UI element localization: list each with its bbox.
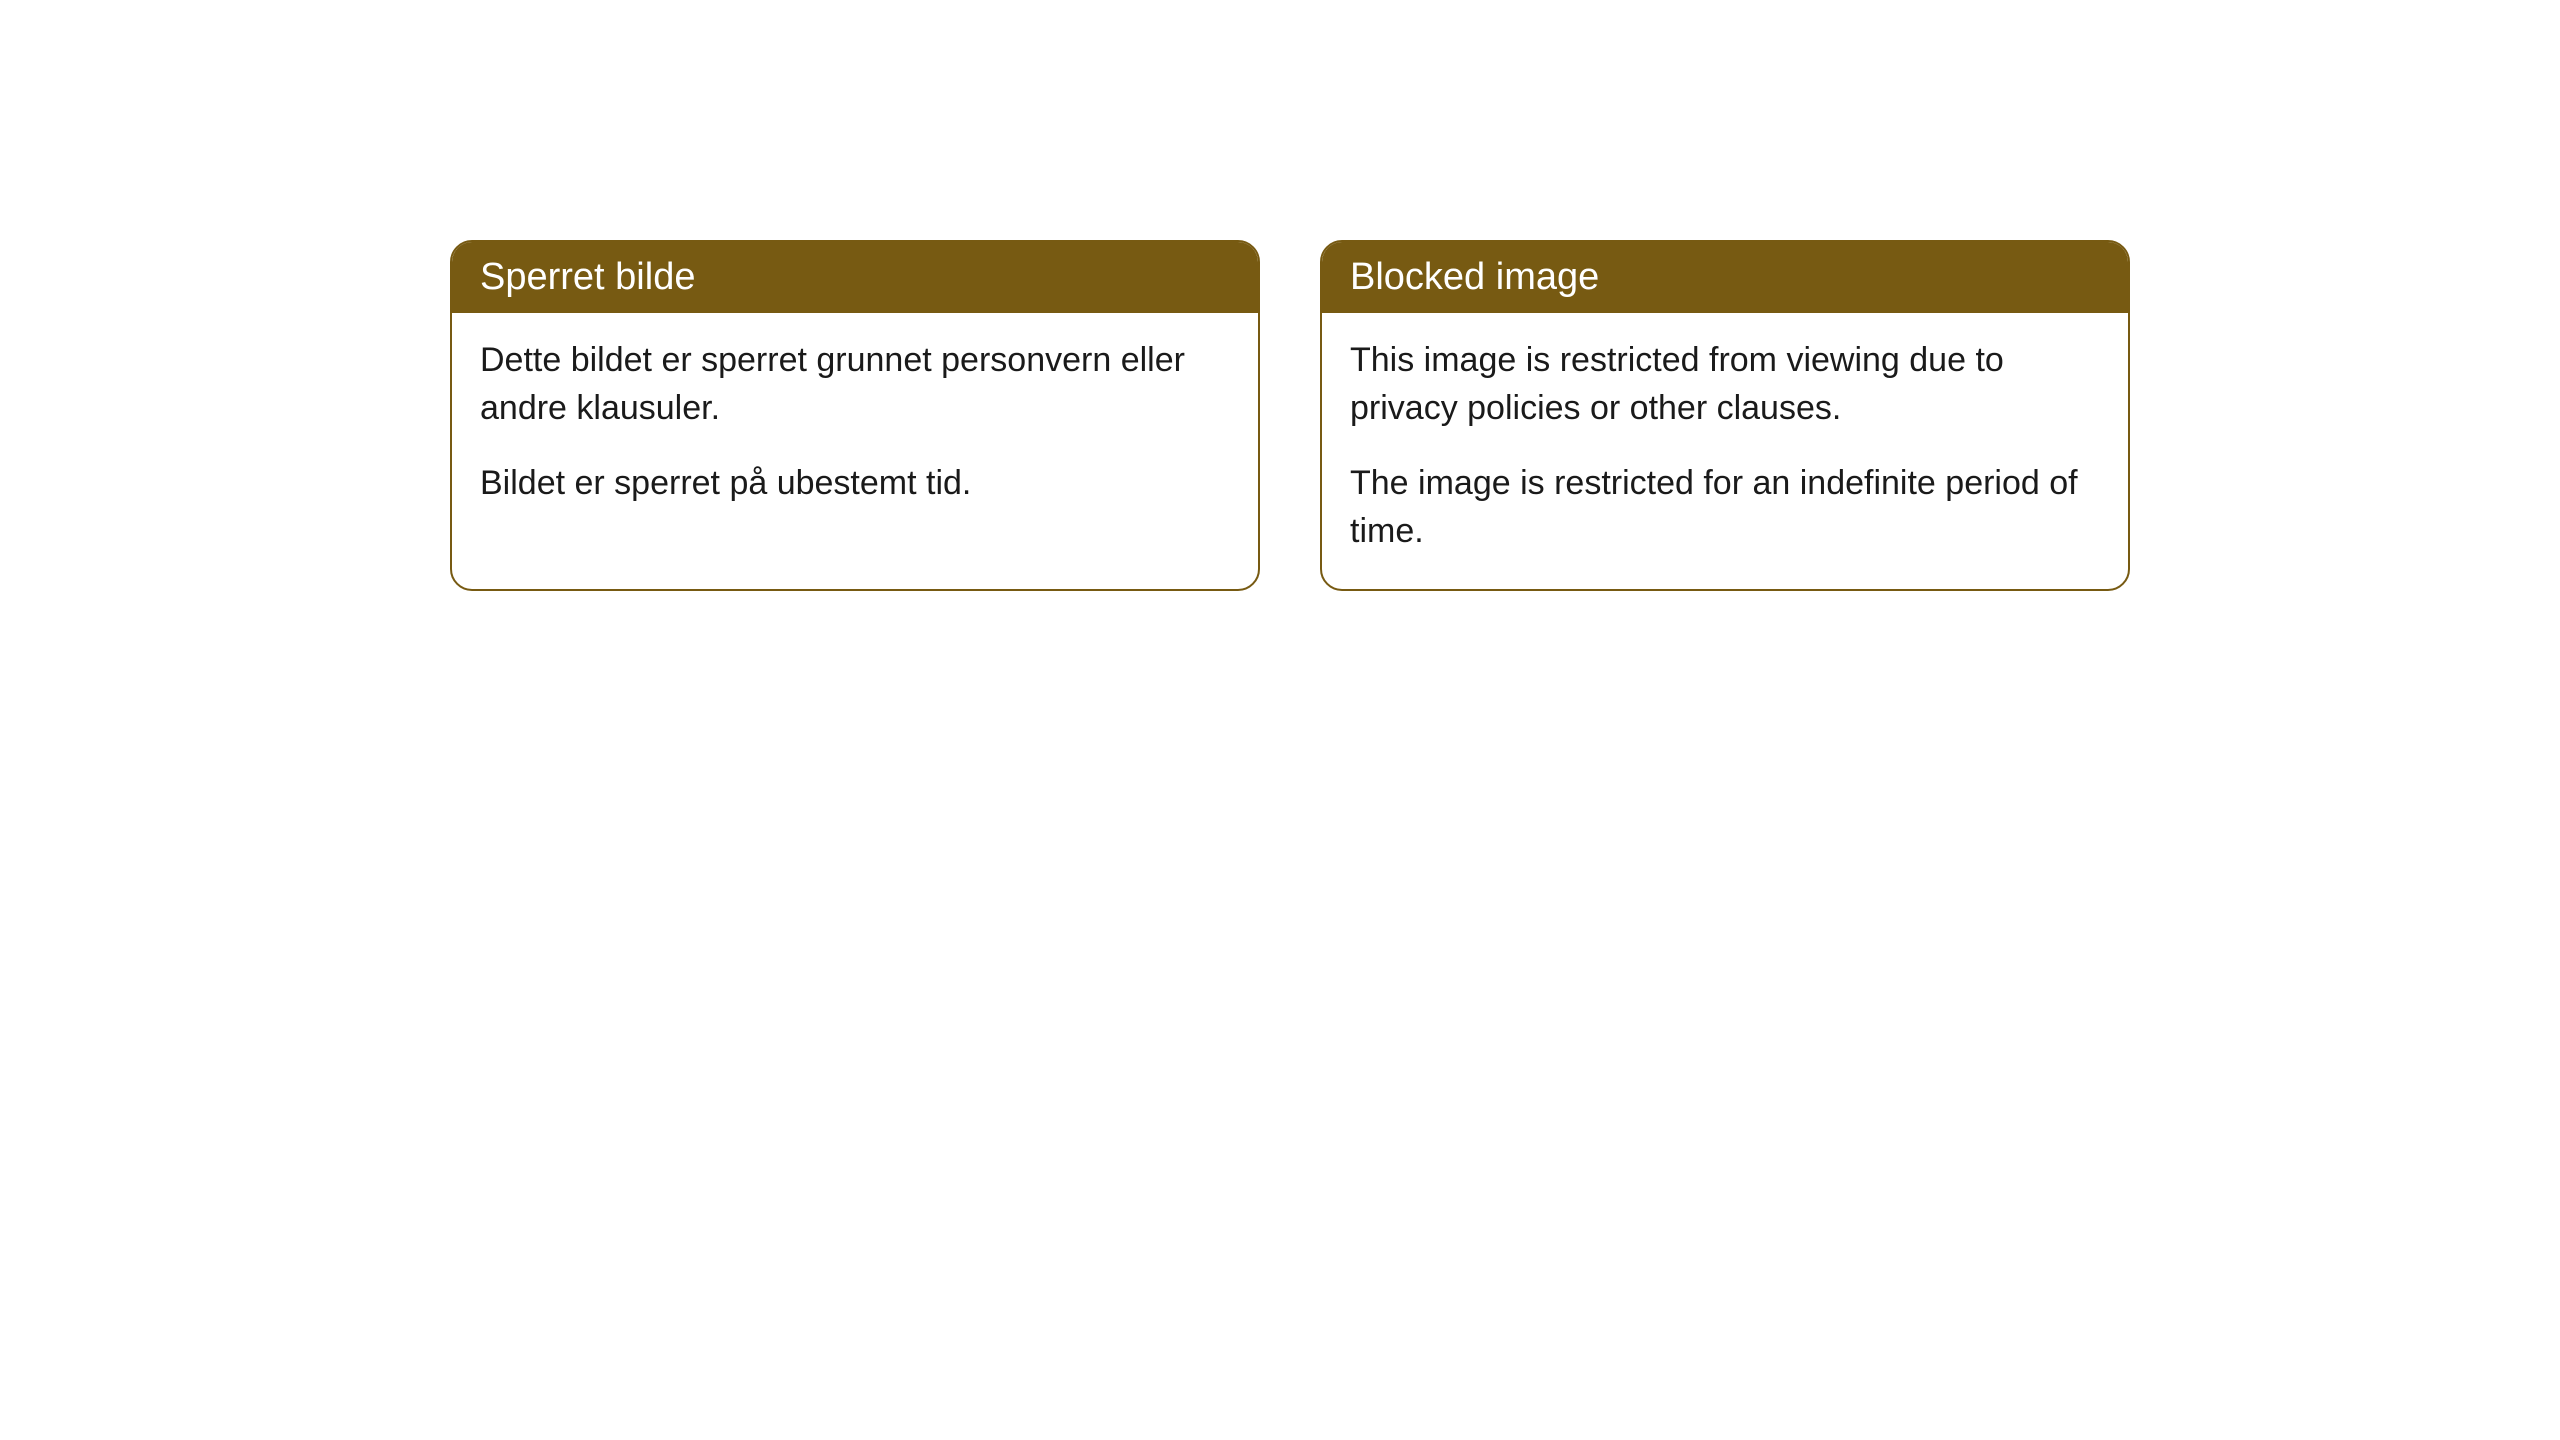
card-header: Sperret bilde [452,242,1258,313]
card-title: Sperret bilde [480,256,695,298]
notice-card-norwegian: Sperret bilde Dette bildet er sperret gr… [450,240,1260,591]
card-paragraph: Dette bildet er sperret grunnet personve… [480,337,1230,432]
notice-cards-container: Sperret bilde Dette bildet er sperret gr… [450,240,2130,591]
card-paragraph: The image is restricted for an indefinit… [1350,460,2100,555]
card-body: Dette bildet er sperret grunnet personve… [452,313,1258,542]
notice-card-english: Blocked image This image is restricted f… [1320,240,2130,591]
card-paragraph: Bildet er sperret på ubestemt tid. [480,460,1230,508]
card-header: Blocked image [1322,242,2128,313]
card-title: Blocked image [1350,256,1599,298]
card-body: This image is restricted from viewing du… [1322,313,2128,589]
card-paragraph: This image is restricted from viewing du… [1350,337,2100,432]
